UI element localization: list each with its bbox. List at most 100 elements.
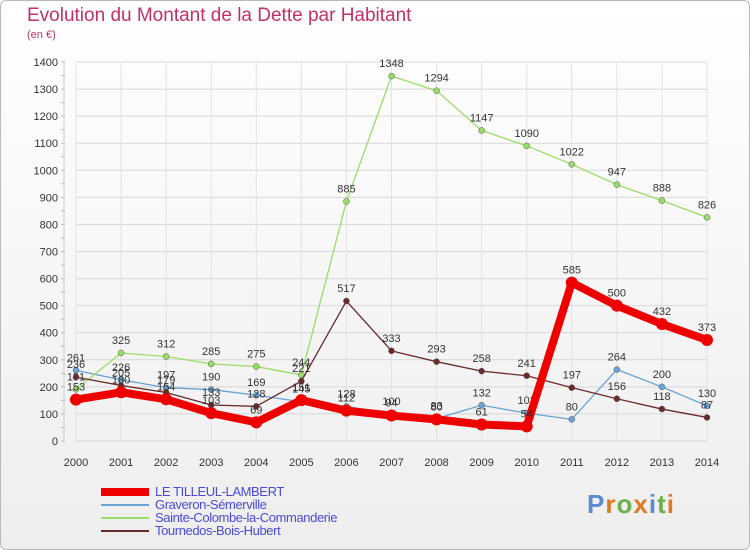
- data-point-le-tilleul-lambert: [385, 409, 398, 422]
- legend-swatch: [101, 529, 149, 532]
- data-label-le-tilleul-lambert: 94: [385, 398, 397, 410]
- data-label-sainte-colombe-la-commanderie: 1090: [514, 128, 538, 140]
- data-label-tournedos-bois-hubert: 179: [157, 375, 175, 387]
- data-point-sainte-colombe-la-commanderie: [72, 386, 80, 393]
- data-point-tournedos-bois-hubert: [343, 297, 350, 305]
- data-label-le-tilleul-lambert: 61: [476, 406, 488, 418]
- data-label-graveron-semerville: 226: [112, 362, 130, 374]
- data-label-sainte-colombe-la-commanderie: 885: [337, 183, 355, 195]
- data-label-le-tilleul-lambert: 432: [653, 306, 671, 318]
- x-tick-label: 2011: [560, 457, 584, 469]
- data-point-tournedos-bois-hubert: [613, 395, 621, 403]
- data-label-tournedos-bois-hubert: 517: [337, 283, 355, 295]
- x-tick-label: 2013: [650, 457, 674, 469]
- data-label-tournedos-bois-hubert: 205: [112, 368, 130, 380]
- data-label-tournedos-bois-hubert: 128: [247, 388, 265, 400]
- y-tick-label: 600: [40, 274, 58, 286]
- legend-swatch: [101, 503, 149, 506]
- x-tick-label: 2006: [334, 457, 358, 469]
- x-tick-label: 2000: [64, 457, 88, 469]
- unit-label: (en €): [27, 29, 56, 41]
- legend-item-le-tilleul-lambert: LE TILLEUL-LAMBERT: [101, 484, 337, 499]
- legend-swatch: [101, 516, 149, 519]
- data-point-sainte-colombe-la-commanderie: [613, 181, 621, 188]
- data-point-tournedos-bois-hubert: [703, 414, 711, 421]
- data-label-sainte-colombe-la-commanderie: 1147: [470, 112, 494, 124]
- data-point-le-tilleul-lambert: [655, 318, 668, 331]
- x-tick-label: 2002: [154, 457, 178, 469]
- x-tick-label: 2005: [289, 457, 313, 469]
- data-point-le-tilleul-lambert: [250, 416, 263, 429]
- data-point-graveron-semerville: [478, 402, 485, 409]
- data-point-sainte-colombe-la-commanderie: [207, 360, 215, 368]
- y-tick-label: 1400: [34, 57, 58, 69]
- data-label-le-tilleul-lambert: 151: [292, 382, 310, 394]
- data-point-tournedos-bois-hubert: [523, 372, 530, 380]
- legend-item-tournedos-bois-hubert: Tournedos-Bois-Hubert: [101, 523, 337, 538]
- data-point-tournedos-bois-hubert: [388, 347, 395, 355]
- data-label-graveron-semerville: 169: [247, 377, 265, 389]
- data-label-sainte-colombe-la-commanderie: 325: [112, 335, 130, 347]
- data-label-sainte-colombe-la-commanderie: 1348: [379, 58, 403, 70]
- data-point-sainte-colombe-la-commanderie: [433, 87, 440, 94]
- data-label-tournedos-bois-hubert: 241: [518, 358, 536, 370]
- y-tick-label: 900: [40, 192, 58, 204]
- data-label-sainte-colombe-la-commanderie: 826: [698, 199, 716, 211]
- y-tick-label: 400: [40, 328, 58, 340]
- legend: LE TILLEUL-LAMBERT Graveron-Sémerville Sai…: [101, 484, 337, 538]
- data-point-le-tilleul-lambert: [430, 413, 443, 426]
- data-label-tournedos-bois-hubert: 87: [701, 399, 713, 411]
- data-label-le-tilleul-lambert: 154: [157, 381, 175, 393]
- proxiti-logo: Proxiti: [587, 489, 675, 519]
- data-label-tournedos-bois-hubert: 236: [67, 359, 85, 371]
- data-point-graveron-semerville: [253, 391, 260, 399]
- y-tick-label: 1100: [34, 138, 58, 150]
- data-point-sainte-colombe-la-commanderie: [568, 161, 576, 168]
- y-tick-label: 700: [40, 247, 58, 259]
- data-label-tournedos-bois-hubert: 118: [653, 391, 671, 403]
- y-tick-label: 200: [40, 382, 58, 394]
- y-tick-label: 800: [40, 219, 58, 231]
- data-point-sainte-colombe-la-commanderie: [343, 198, 350, 205]
- data-label-sainte-colombe-la-commanderie: 1022: [560, 146, 584, 158]
- x-tick-label: 2009: [469, 457, 493, 469]
- x-tick-label: 2007: [379, 457, 403, 469]
- y-tick-label: 1300: [34, 84, 58, 96]
- legend-label: Tournedos-Bois-Hubert: [155, 523, 281, 538]
- y-tick-label: 500: [40, 301, 58, 313]
- x-tick-label: 2012: [605, 457, 629, 469]
- y-tick-label: 0: [52, 436, 58, 448]
- data-label-tournedos-bois-hubert: 221: [292, 363, 310, 375]
- data-point-sainte-colombe-la-commanderie: [388, 72, 395, 80]
- data-point-le-tilleul-lambert: [295, 394, 308, 407]
- data-point-sainte-colombe-la-commanderie: [703, 214, 711, 221]
- data-label-tournedos-bois-hubert: 293: [427, 344, 445, 356]
- data-label-graveron-semerville: 190: [202, 372, 220, 384]
- data-label-sainte-colombe-la-commanderie: 1294: [424, 73, 448, 85]
- data-label-tournedos-bois-hubert: 156: [608, 381, 626, 393]
- y-tick-label: 300: [40, 355, 58, 367]
- data-point-le-tilleul-lambert: [160, 393, 173, 406]
- x-tick-label: 2014: [695, 457, 719, 469]
- data-point-le-tilleul-lambert: [205, 407, 218, 420]
- data-point-graveron-semerville: [72, 367, 80, 374]
- data-point-tournedos-bois-hubert: [253, 403, 260, 410]
- data-label-graveron-semerville: 200: [653, 369, 671, 381]
- x-tick-label: 2008: [424, 457, 448, 469]
- data-point-graveron-semerville: [703, 402, 711, 410]
- data-label-le-tilleul-lambert: 54: [521, 408, 533, 420]
- x-tick-label: 2003: [199, 457, 223, 469]
- data-label-graveron-semerville: 261: [67, 352, 85, 364]
- data-point-tournedos-bois-hubert: [568, 384, 576, 391]
- data-point-tournedos-bois-hubert: [478, 367, 485, 375]
- data-label-tournedos-bois-hubert: 258: [472, 353, 490, 365]
- data-point-le-tilleul-lambert: [70, 393, 82, 406]
- data-point-sainte-colombe-la-commanderie: [658, 197, 666, 204]
- data-label-graveron-semerville: 100: [382, 396, 400, 408]
- data-point-le-tilleul-lambert: [475, 418, 488, 431]
- data-label-le-tilleul-lambert: 80: [430, 401, 442, 413]
- data-point-tournedos-bois-hubert: [658, 405, 666, 413]
- x-tick-label: 2001: [109, 457, 133, 469]
